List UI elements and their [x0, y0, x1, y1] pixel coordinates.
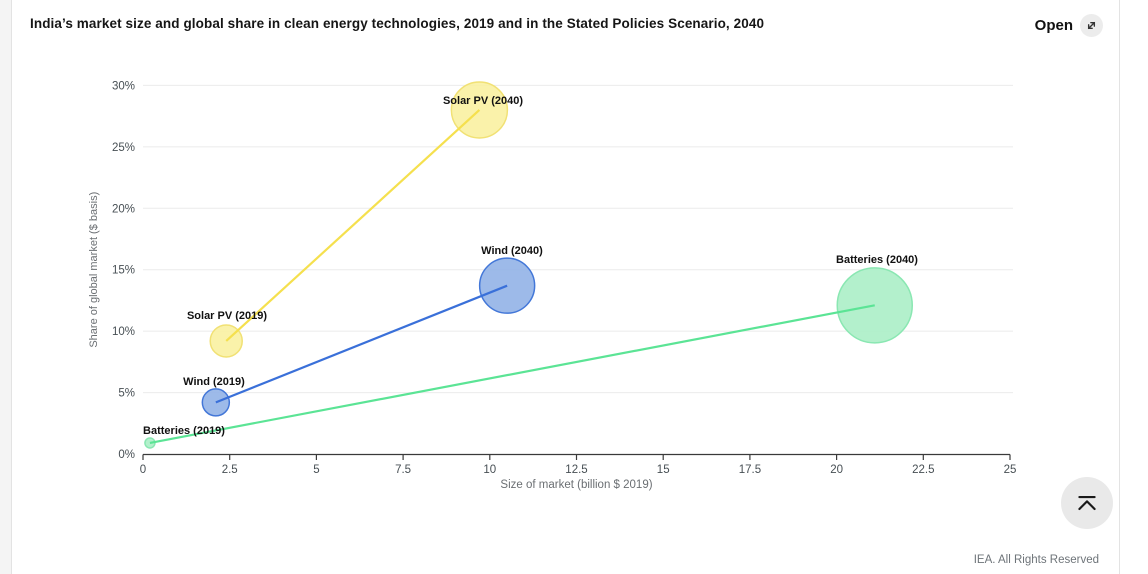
y-tick-label-2: 10% — [112, 326, 135, 338]
expand-diagonal-icon[interactable] — [1080, 14, 1103, 37]
point-label-batteries-2019: Batteries (2019) — [143, 425, 225, 437]
x-tick-label-8: 20 — [830, 464, 843, 476]
chart-title: India’s market size and global share in … — [30, 16, 765, 31]
point-label-solar-pv-2019: Solar PV (2019) — [187, 310, 267, 322]
open-button-label: Open — [1034, 17, 1073, 34]
point-label-batteries-2040: Batteries (2040) — [836, 254, 918, 266]
y-tick-label-4: 20% — [112, 203, 135, 215]
trend-line-batteries — [149, 304, 875, 445]
x-tick-label-6: 15 — [657, 464, 670, 476]
trend-line-wind — [215, 284, 508, 404]
y-tick-label-6: 30% — [112, 80, 135, 92]
chart-card: 0 2.5 5 7.5 10 12.5 15 17.5 20 22.5 25 0% 5% 10% 15% 20… — [12, 0, 1120, 574]
y-tick-label-3: 15% — [112, 265, 135, 277]
x-tick-label-1: 2.5 — [222, 464, 238, 476]
point-label-wind-2019: Wind (2019) — [183, 376, 245, 388]
x-tick-label-0: 0 — [140, 464, 146, 476]
x-tick-label-9: 22.5 — [912, 464, 934, 476]
point-label-solar-pv-2040: Solar PV (2040) — [443, 95, 523, 107]
x-tick-label-7: 17.5 — [739, 464, 761, 476]
x-tick-label-2: 5 — [313, 464, 319, 476]
bubble-solar-pv-2040[interactable] — [450, 81, 509, 139]
y-axis-title: Share of global market ($ basis) — [88, 192, 100, 348]
scroll-to-top-button[interactable] — [1061, 477, 1113, 529]
card-header: India’s market size and global share in … — [12, 0, 1119, 37]
open-button[interactable]: Open — [1035, 14, 1103, 37]
y-tick-label-5: 25% — [112, 142, 135, 154]
x-tick-label-10: 25 — [1004, 464, 1017, 476]
y-tick-label-0: 0% — [118, 449, 135, 461]
x-tick-label-5: 12.5 — [565, 464, 587, 476]
bubble-chart: 0 2.5 5 7.5 10 12.5 15 17.5 20 22.5 25 0% 5% 10% 15% 20… — [88, 80, 1017, 491]
y-tick-label-1: 5% — [118, 388, 135, 400]
x-axis-title: Size of market (billion $ 2019) — [500, 479, 652, 491]
point-label-wind-2040: Wind (2040) — [481, 245, 543, 257]
scroll-to-top-icon — [1074, 490, 1100, 516]
left-gutter — [0, 0, 12, 574]
trend-line-solar-pv — [225, 109, 481, 342]
copyright-text: IEA. All Rights Reserved — [973, 554, 1099, 566]
x-tick-label-4: 10 — [483, 464, 496, 476]
x-tick-label-3: 7.5 — [395, 464, 411, 476]
